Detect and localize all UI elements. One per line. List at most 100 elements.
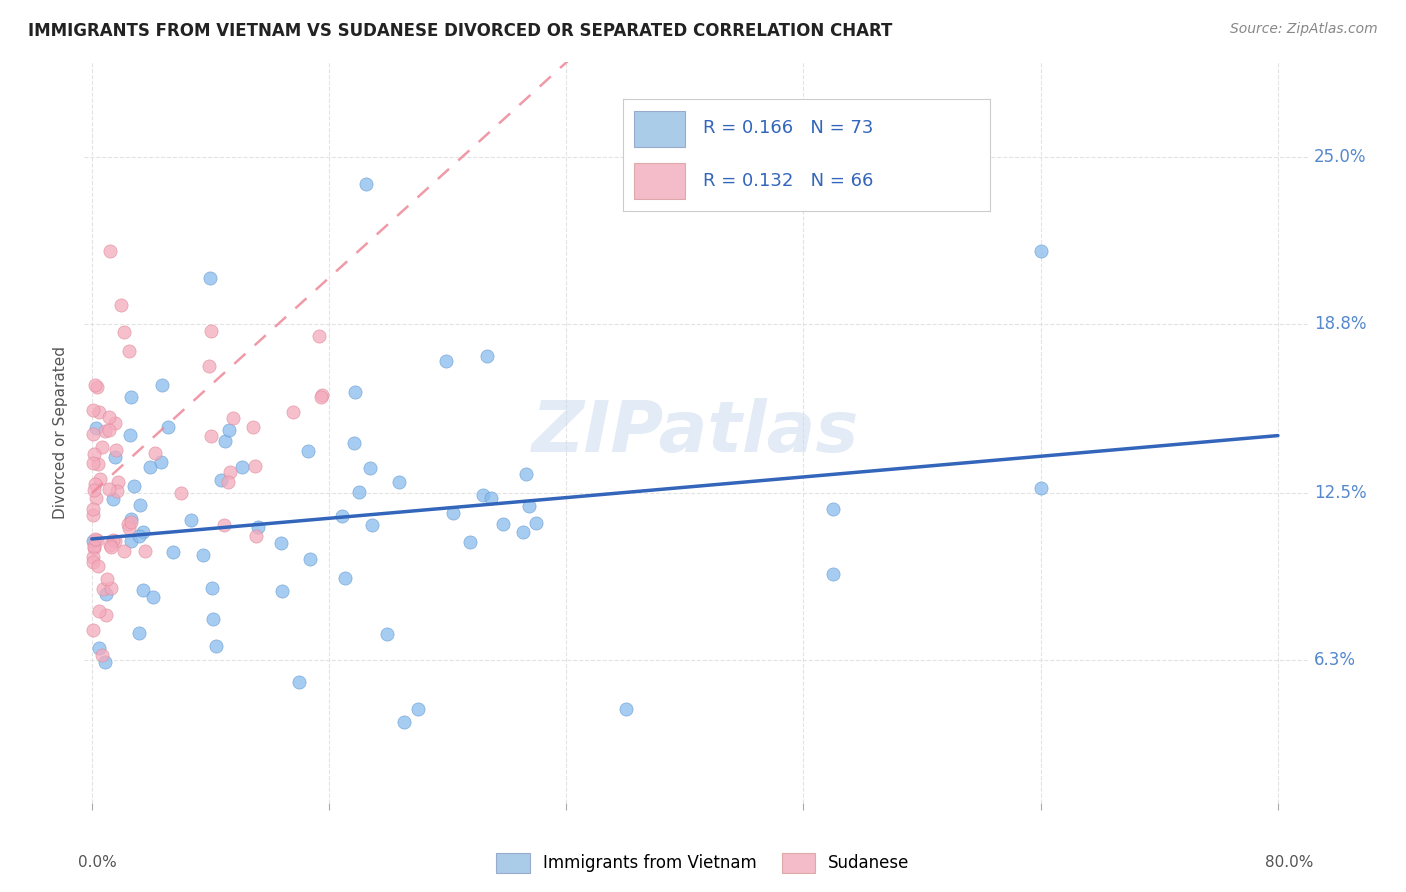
- Text: Source: ZipAtlas.com: Source: ZipAtlas.com: [1230, 22, 1378, 37]
- Point: [97, 424, 120, 438]
- Text: ZIPatlas: ZIPatlas: [533, 398, 859, 467]
- Text: IMMIGRANTS FROM VIETNAM VS SUDANESE DIVORCED OR SEPARATED CORRELATION CHART: IMMIGRANTS FROM VIETNAM VS SUDANESE DIVO…: [28, 22, 893, 40]
- Point: [84, 477, 107, 491]
- Point: [94, 656, 117, 670]
- Point: [83, 541, 105, 555]
- Point: [344, 385, 367, 400]
- Point: [117, 517, 139, 532]
- Point: [204, 639, 226, 653]
- Point: [231, 459, 253, 474]
- Point: [288, 674, 311, 689]
- Point: [83, 539, 105, 553]
- Point: [98, 244, 121, 258]
- Point: [375, 627, 398, 641]
- Point: [82, 623, 104, 637]
- Point: [614, 701, 637, 715]
- Point: [104, 443, 127, 458]
- Point: [118, 428, 141, 442]
- Point: [82, 456, 104, 470]
- Point: [98, 482, 121, 496]
- Point: [202, 612, 225, 626]
- Point: [247, 520, 270, 534]
- Point: [82, 508, 104, 523]
- Point: [434, 353, 457, 368]
- Y-axis label: Divorced or Separated: Divorced or Separated: [53, 346, 69, 519]
- Point: [200, 270, 222, 285]
- Point: [343, 436, 366, 450]
- Point: [84, 378, 107, 392]
- Point: [526, 516, 548, 530]
- Point: [82, 427, 104, 442]
- Point: [170, 486, 193, 500]
- Point: [134, 544, 156, 558]
- Point: [120, 512, 142, 526]
- Point: [477, 349, 499, 363]
- Point: [107, 475, 129, 489]
- Point: [823, 566, 845, 581]
- Point: [392, 714, 415, 729]
- Point: [103, 533, 125, 548]
- Point: [472, 487, 495, 501]
- Point: [512, 524, 534, 539]
- Point: [823, 501, 845, 516]
- Point: [112, 325, 135, 339]
- Point: [311, 388, 333, 402]
- Point: [118, 343, 141, 358]
- Point: [479, 491, 502, 505]
- Point: [218, 423, 240, 437]
- Point: [120, 533, 142, 548]
- Point: [180, 513, 202, 527]
- Point: [100, 541, 122, 555]
- Point: [94, 424, 117, 438]
- Point: [98, 537, 121, 551]
- Point: [388, 475, 411, 490]
- Point: [492, 516, 515, 531]
- Point: [122, 479, 145, 493]
- Point: [201, 582, 224, 596]
- Point: [142, 590, 165, 604]
- Point: [96, 608, 118, 623]
- Point: [104, 534, 127, 549]
- Point: [84, 491, 107, 506]
- Point: [270, 536, 292, 550]
- Point: [243, 458, 266, 473]
- Point: [82, 555, 104, 569]
- Legend: Immigrants from Vietnam, Sudanese: Immigrants from Vietnam, Sudanese: [489, 847, 917, 880]
- Point: [118, 520, 141, 534]
- Point: [218, 475, 240, 490]
- Point: [198, 359, 221, 373]
- Point: [104, 450, 127, 464]
- Point: [83, 446, 105, 460]
- Point: [86, 380, 108, 394]
- Point: [245, 529, 267, 543]
- Point: [354, 177, 377, 191]
- Point: [120, 515, 142, 529]
- Point: [132, 525, 155, 540]
- Point: [91, 582, 114, 596]
- Point: [89, 472, 111, 486]
- Point: [157, 420, 180, 434]
- Point: [209, 473, 232, 487]
- Point: [82, 533, 104, 548]
- Text: 6.3%: 6.3%: [1313, 651, 1355, 669]
- Point: [517, 500, 540, 514]
- Point: [87, 457, 110, 471]
- Point: [214, 434, 236, 448]
- Point: [139, 459, 162, 474]
- Point: [309, 390, 332, 404]
- Point: [128, 528, 150, 542]
- Point: [86, 533, 108, 547]
- Point: [145, 446, 167, 460]
- Point: [406, 701, 429, 715]
- Point: [103, 417, 125, 431]
- Point: [100, 581, 122, 595]
- Point: [283, 404, 305, 418]
- Point: [150, 455, 173, 469]
- Point: [347, 484, 370, 499]
- Point: [97, 409, 120, 424]
- Point: [335, 571, 357, 585]
- Point: [91, 648, 114, 662]
- Point: [103, 492, 125, 507]
- Point: [360, 518, 382, 533]
- Text: 18.8%: 18.8%: [1313, 315, 1367, 333]
